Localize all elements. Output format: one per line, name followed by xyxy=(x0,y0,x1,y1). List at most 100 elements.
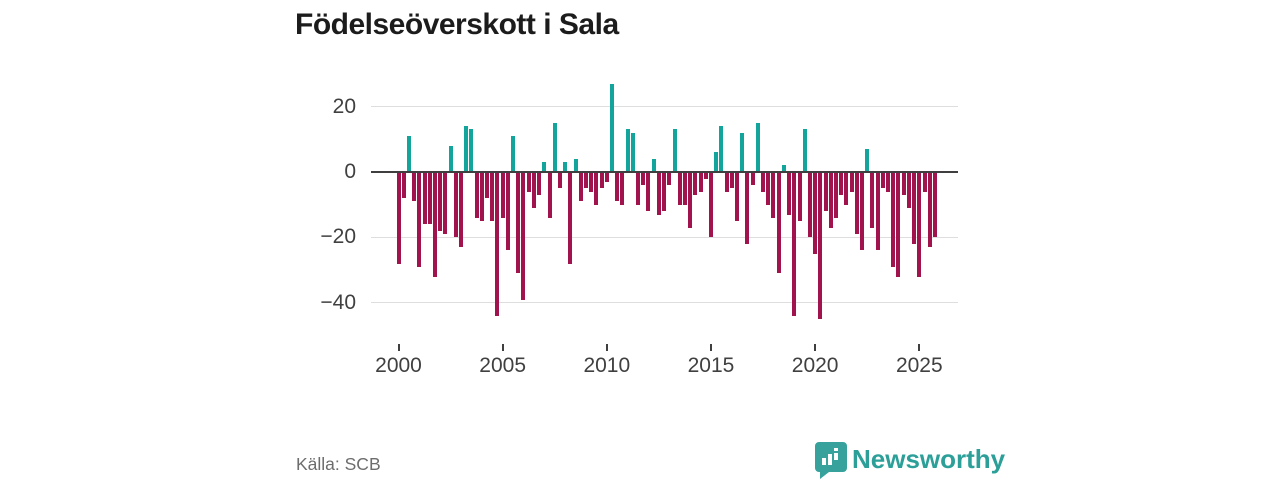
bar xyxy=(511,136,516,172)
bar xyxy=(646,172,651,212)
bar xyxy=(537,172,542,195)
bar xyxy=(432,172,437,277)
x-axis-tick xyxy=(605,344,608,351)
bar xyxy=(412,172,417,202)
bar xyxy=(865,149,870,172)
bar xyxy=(485,172,490,199)
bar xyxy=(542,162,547,172)
bar xyxy=(781,165,786,172)
bar xyxy=(568,172,573,264)
bar xyxy=(802,129,807,172)
x-axis-tick-label: 2005 xyxy=(479,354,527,377)
bar xyxy=(870,172,875,228)
bar xyxy=(729,172,734,189)
bar xyxy=(672,129,677,172)
bar xyxy=(688,172,693,228)
bar xyxy=(516,172,521,274)
bar xyxy=(422,172,427,225)
newsworthy-logo-text: Newsworthy xyxy=(852,444,1006,474)
bar xyxy=(906,172,911,208)
y-axis-tick-label: 20 xyxy=(332,94,356,118)
bar xyxy=(630,132,635,172)
x-axis-tick-label: 2025 xyxy=(895,354,943,377)
bar xyxy=(818,172,823,320)
bar xyxy=(526,172,531,192)
bar xyxy=(578,172,583,202)
bar xyxy=(880,172,885,189)
x-axis-tick xyxy=(709,344,712,351)
bar xyxy=(761,172,766,192)
bar xyxy=(599,172,604,189)
bar xyxy=(620,172,625,205)
bar xyxy=(750,172,755,186)
x-axis-tick-label: 2000 xyxy=(375,354,422,377)
x-axis-tick xyxy=(397,344,400,351)
bar xyxy=(708,172,713,238)
bar xyxy=(505,172,510,251)
bar xyxy=(563,162,568,172)
bar xyxy=(776,172,781,274)
y-axis-tick-label: −40 xyxy=(320,290,356,314)
bar xyxy=(693,172,698,195)
bar xyxy=(724,172,729,192)
bar xyxy=(745,172,750,244)
bar xyxy=(755,122,760,172)
bar xyxy=(891,172,896,267)
x-axis-tick xyxy=(918,344,921,351)
bar xyxy=(740,132,745,172)
x-axis-tick xyxy=(501,344,504,351)
bar xyxy=(438,172,443,231)
bar xyxy=(656,172,661,215)
bar xyxy=(677,172,682,205)
x-axis-tick-label: 2020 xyxy=(791,354,839,377)
bar xyxy=(932,172,937,238)
bar xyxy=(714,152,719,172)
bar xyxy=(589,172,594,192)
bar xyxy=(719,126,724,172)
bar xyxy=(401,172,406,199)
bar xyxy=(901,172,906,195)
bar xyxy=(771,172,776,218)
bar xyxy=(813,172,818,254)
bar xyxy=(453,172,458,238)
bar xyxy=(500,172,505,218)
gridline xyxy=(371,302,958,304)
bar xyxy=(844,172,849,205)
bar xyxy=(636,172,641,205)
bar xyxy=(469,129,474,172)
bar xyxy=(875,172,880,251)
bar xyxy=(458,172,463,248)
bar xyxy=(615,172,620,202)
bar xyxy=(833,172,838,218)
bar xyxy=(917,172,922,277)
bar xyxy=(662,172,667,212)
bar xyxy=(610,83,615,172)
bar xyxy=(406,136,411,172)
bar xyxy=(396,172,401,264)
x-axis-tick-label: 2010 xyxy=(583,354,631,377)
bar xyxy=(735,172,740,222)
bar xyxy=(766,172,771,205)
source-text: Källa: SCB xyxy=(296,454,381,474)
bar xyxy=(443,172,448,235)
gridline xyxy=(371,236,958,238)
bar xyxy=(557,172,562,189)
bar xyxy=(464,126,469,172)
x-axis-tick-label: 2015 xyxy=(687,354,735,377)
bar xyxy=(667,172,672,186)
bar xyxy=(849,172,854,192)
bar xyxy=(787,172,792,215)
bar xyxy=(896,172,901,277)
newsworthy-logo xyxy=(814,441,848,479)
bar xyxy=(573,158,578,172)
bar xyxy=(474,172,479,218)
bar xyxy=(792,172,797,316)
bar xyxy=(641,172,646,186)
bar xyxy=(927,172,932,248)
bar xyxy=(552,122,557,172)
bar xyxy=(839,172,844,195)
bar xyxy=(854,172,859,235)
bar xyxy=(625,129,630,172)
bar xyxy=(594,172,599,205)
